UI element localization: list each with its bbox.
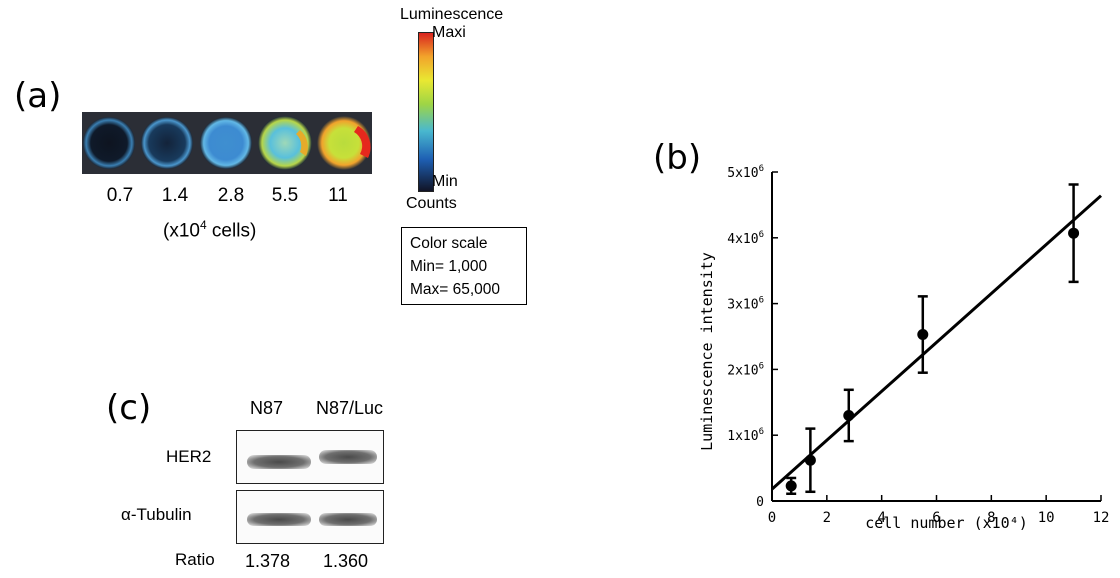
blot-ratio-label: Ratio bbox=[175, 550, 215, 569]
well-label-2: 1.4 bbox=[161, 185, 189, 206]
x-tick-label: 2 bbox=[823, 510, 831, 526]
fit-line bbox=[771, 194, 1102, 491]
blot-ratio-n87-luc: 1.360 bbox=[323, 551, 369, 571]
blot-her2-band-1 bbox=[247, 455, 311, 469]
color-scale-max: Max= 65,000 bbox=[410, 281, 501, 298]
colorbar-counts-label: Counts bbox=[406, 195, 457, 212]
blot-row-tubulin: α-Tubulin bbox=[121, 505, 192, 524]
well-images-svg bbox=[83, 116, 371, 170]
blot-column-n87: N87 bbox=[250, 398, 284, 418]
panel-label-a: (a) bbox=[14, 76, 62, 116]
y-tick-label: 5x106 bbox=[727, 164, 764, 181]
y-tick-label: 1x106 bbox=[727, 427, 764, 444]
color-scale-min: Min= 1,000 bbox=[410, 258, 488, 275]
blot-her2-panel bbox=[236, 430, 384, 484]
y-tick-label: 3x106 bbox=[727, 296, 764, 313]
data-point-2 bbox=[804, 454, 816, 466]
panel-label-b: (b) bbox=[653, 138, 702, 178]
color-scale-title: Color scale bbox=[410, 235, 488, 252]
well-label-3: 2.8 bbox=[217, 185, 245, 206]
colorbar-min-label: Min bbox=[432, 173, 458, 190]
y-axis-label: Luminescence intensity bbox=[698, 252, 716, 451]
blot-ratio-n87: 1.378 bbox=[245, 551, 291, 571]
colorbar-max-label: Maxi bbox=[432, 24, 466, 41]
blot-tubulin-band-1 bbox=[247, 513, 311, 526]
x-tick-label: 4 bbox=[877, 510, 885, 526]
well-4 bbox=[258, 116, 312, 170]
cells-unit-exp: 4 bbox=[199, 218, 207, 232]
x-tick-label: 10 bbox=[1038, 510, 1055, 526]
x-axis-label: cell number (x10⁴) bbox=[865, 514, 1028, 532]
data-point-3 bbox=[843, 409, 855, 421]
y-tick-label: 4x106 bbox=[727, 230, 764, 247]
blot-her2-band-2 bbox=[319, 450, 377, 464]
well-5-hotspot bbox=[354, 126, 371, 158]
well-3 bbox=[200, 117, 252, 169]
data-point-5 bbox=[1068, 227, 1080, 239]
blot-tubulin-band-2 bbox=[319, 513, 377, 526]
x-tick-label: 0 bbox=[768, 510, 776, 526]
y-tick-label: 0 bbox=[756, 495, 764, 510]
blot-column-n87-luc: N87/Luc bbox=[316, 398, 384, 418]
cells-unit-suffix: cells) bbox=[206, 220, 257, 242]
well-1 bbox=[83, 117, 135, 169]
x-tick-label: 6 bbox=[932, 510, 940, 526]
well-image-strip bbox=[82, 112, 372, 174]
well-label-4: 5.5 bbox=[271, 185, 299, 206]
blot-row-her2: HER2 bbox=[166, 447, 212, 466]
colorbar bbox=[418, 32, 434, 192]
well-label-5: 11 bbox=[328, 185, 348, 206]
panel-label-c: (c) bbox=[106, 388, 152, 428]
cells-unit-prefix: (x10 bbox=[163, 220, 200, 242]
colorbar-title: Luminescence bbox=[400, 6, 504, 23]
well-4-hotspot bbox=[296, 130, 308, 156]
x-tick-label: 12 bbox=[1093, 510, 1110, 526]
data-point-1 bbox=[785, 480, 797, 492]
y-tick-label: 2x106 bbox=[727, 361, 764, 378]
data-point-4 bbox=[917, 329, 929, 341]
well-label-1: 0.7 bbox=[106, 185, 134, 206]
well-2 bbox=[141, 117, 193, 169]
blot-tubulin-panel bbox=[236, 490, 384, 544]
x-tick-label: 8 bbox=[987, 510, 995, 526]
cells-unit-label: (x104 cells) bbox=[163, 218, 256, 242]
color-scale-box: Color scale Min= 1,000 Max= 65,000 bbox=[401, 227, 527, 305]
